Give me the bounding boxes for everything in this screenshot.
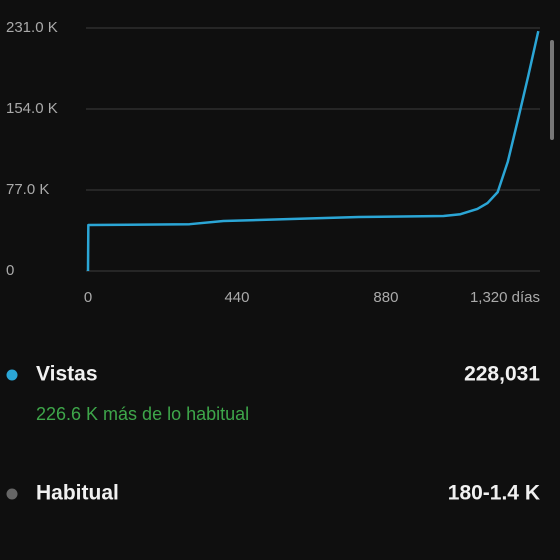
y-tick-label: 0	[6, 262, 14, 279]
row-label: Vistas	[36, 363, 98, 386]
x-tick-label: 440	[224, 289, 249, 306]
legend-dot	[6, 369, 18, 381]
row-value: 228,031	[464, 363, 540, 386]
scrollbar[interactable]	[550, 40, 554, 140]
x-tick-label: 1,320 días	[470, 289, 540, 306]
x-tick-label: 880	[373, 289, 398, 306]
y-tick-label: 231.0 K	[6, 19, 58, 36]
legend-dot	[6, 488, 18, 500]
row-note: 226.6 K más de lo habitual	[36, 404, 249, 424]
y-tick-label: 154.0 K	[6, 100, 58, 117]
row-value: 180-1.4 K	[448, 482, 540, 505]
x-tick-label: 0	[84, 289, 92, 306]
line	[86, 30, 540, 272]
row-label: Habitual	[36, 482, 119, 505]
y-tick-label: 77.0 K	[6, 181, 49, 198]
